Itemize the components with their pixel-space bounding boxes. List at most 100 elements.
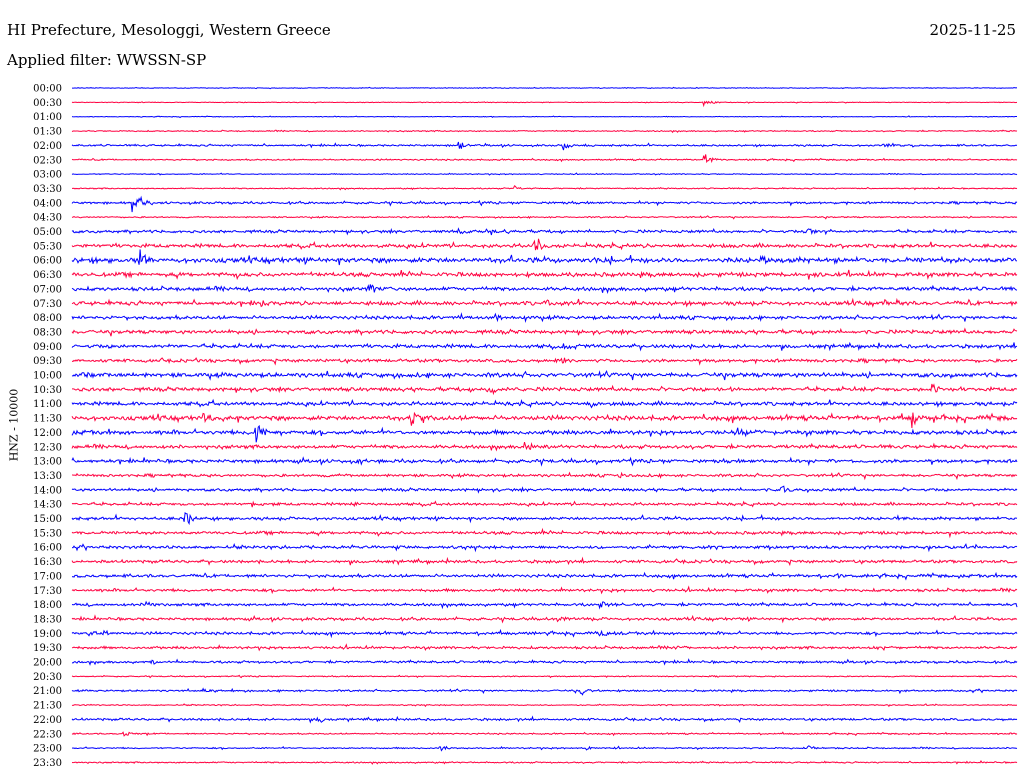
trace-line: [71, 527, 1018, 539]
trace-line: [71, 227, 1018, 236]
row-label: 20:00: [33, 658, 62, 669]
trace-line: [71, 269, 1018, 281]
trace-line: [71, 398, 1018, 409]
trace-line: [71, 297, 1018, 308]
trace-line: [71, 687, 1018, 696]
row-label: 01:00: [33, 112, 62, 123]
row-label: 18:30: [33, 614, 62, 625]
trace-line: [71, 357, 1018, 366]
row-label: 06:30: [33, 270, 62, 281]
trace-line: [71, 500, 1018, 508]
trace-line: [71, 284, 1018, 295]
row-label: 23:00: [33, 744, 62, 755]
row-label: 14:30: [33, 500, 62, 511]
row-label: 10:00: [33, 371, 62, 382]
row-label: 05:00: [33, 227, 62, 238]
trace-line: [71, 628, 1018, 639]
trace-line: [72, 383, 1018, 396]
row-label: 15:30: [33, 528, 62, 539]
trace-line: [71, 441, 1018, 452]
row-label: 21:00: [33, 686, 62, 697]
trace-line: [71, 585, 1018, 595]
trace-line: [71, 312, 1018, 323]
trace-line: [71, 129, 1018, 134]
trace-line: [71, 195, 1018, 213]
row-label: 22:30: [33, 729, 62, 740]
trace-line: [71, 512, 1018, 526]
row-label: 13:30: [33, 471, 62, 482]
trace-line: [71, 341, 1018, 352]
row-label: 23:30: [33, 758, 62, 769]
row-label-group: 00:00 00:30 01:00 01:30 02:00 02:30 03:00 03:30…: [33, 84, 62, 769]
row-label: 12:30: [33, 442, 62, 453]
trace-line: [71, 215, 1018, 220]
trace-line: [71, 703, 1018, 708]
row-label: 09:00: [33, 342, 62, 353]
row-label: 03:30: [33, 184, 62, 195]
row-label: 08:30: [33, 327, 62, 338]
row-label: 00:30: [33, 98, 62, 109]
row-label: 16:30: [33, 557, 62, 568]
plot-date: 2025-11-25: [929, 21, 1016, 39]
row-label: 04:30: [33, 213, 62, 224]
trace-group: [71, 86, 1018, 765]
row-label: 10:30: [33, 385, 62, 396]
row-label: 02:00: [33, 141, 62, 152]
trace-line: [71, 238, 1018, 251]
trace-line: [72, 86, 1018, 90]
row-label: 17:00: [33, 571, 62, 582]
station-title: HI Prefecture, Mesologgi, Western Greece: [7, 21, 331, 39]
row-label: 09:30: [33, 356, 62, 367]
row-label: 19:00: [33, 629, 62, 640]
row-label: 07:30: [33, 299, 62, 310]
row-label: 14:00: [33, 485, 62, 496]
trace-line: [71, 141, 1018, 151]
row-label: 21:30: [33, 701, 62, 712]
trace-line: [71, 658, 1018, 666]
row-label: 22:00: [33, 715, 62, 726]
trace-line: [71, 745, 1018, 752]
row-label: 19:30: [33, 643, 62, 654]
trace-line: [71, 556, 1018, 567]
row-label: 06:00: [33, 256, 62, 267]
trace-line: [71, 600, 1018, 610]
trace-line: [72, 185, 1018, 191]
row-label: 01:30: [33, 127, 62, 138]
trace-line: [71, 456, 1018, 467]
trace-line: [71, 614, 1018, 624]
row-label: 16:00: [33, 543, 62, 554]
row-label: 08:00: [33, 313, 62, 324]
trace-line: [71, 571, 1018, 581]
trace-line: [71, 760, 1018, 765]
trace-line: [71, 674, 1018, 679]
row-label: 07:00: [33, 284, 62, 295]
row-label: 05:30: [33, 241, 62, 252]
row-label: 12:00: [33, 428, 62, 439]
trace-line: [71, 424, 1018, 443]
row-label: 18:00: [33, 600, 62, 611]
trace-line: [71, 485, 1018, 494]
trace-line: [71, 327, 1018, 337]
row-label: 00:00: [33, 84, 62, 95]
row-label: 13:00: [33, 457, 62, 468]
row-label: 20:30: [33, 672, 62, 683]
trace-line: [71, 172, 1018, 176]
trace-line: [71, 154, 1018, 164]
row-label: 03:00: [33, 170, 62, 181]
trace-line: [71, 100, 1018, 108]
trace-line: [71, 643, 1018, 652]
trace-line: [71, 542, 1018, 553]
trace-line: [71, 715, 1018, 724]
row-label: 15:00: [33, 514, 62, 525]
trace-line: [71, 411, 1018, 429]
trace-line: [71, 369, 1018, 381]
row-label: 04:00: [33, 198, 62, 209]
row-label: 17:30: [33, 586, 62, 597]
row-label: 11:30: [33, 414, 62, 425]
trace-line: [71, 249, 1018, 266]
trace-line: [72, 471, 1018, 481]
trace-line: [71, 115, 1017, 119]
row-label: 11:00: [33, 399, 62, 410]
row-label: 02:30: [33, 155, 62, 166]
